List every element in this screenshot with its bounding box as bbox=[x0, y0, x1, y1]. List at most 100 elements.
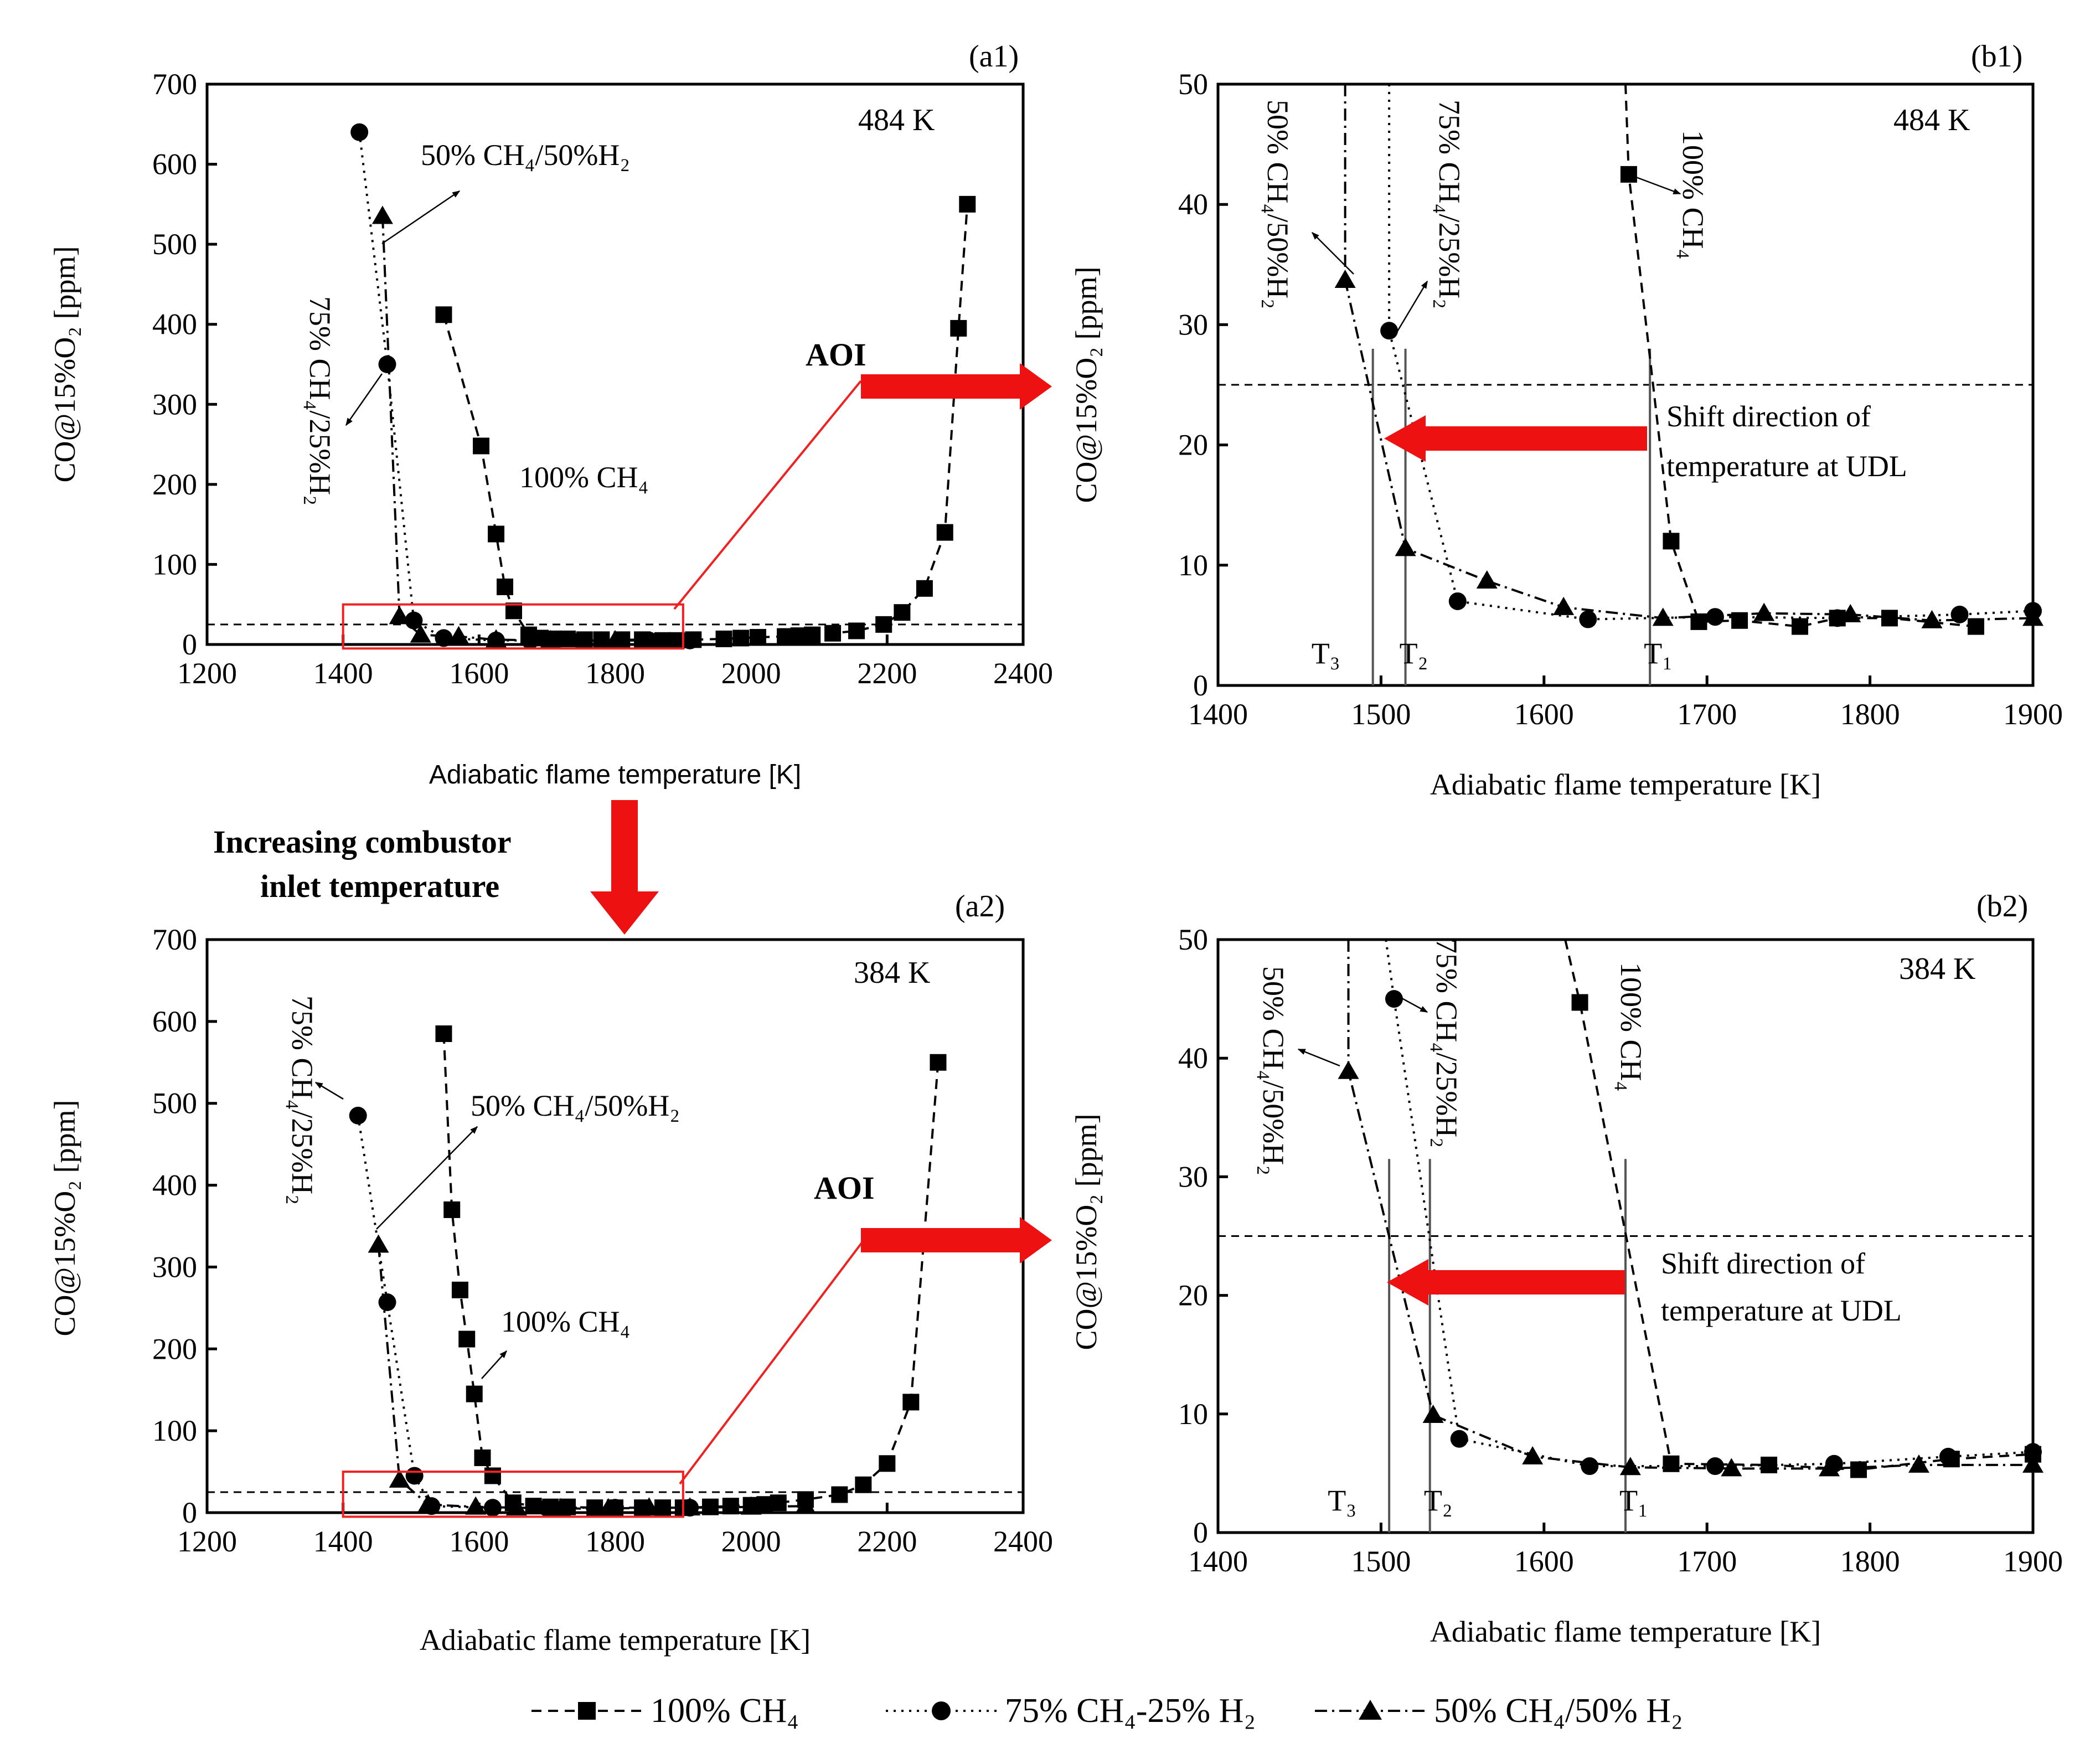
x-axis-title: Adiabatic flame temperature [K] bbox=[420, 1623, 811, 1657]
data-point-s2 bbox=[405, 611, 423, 630]
data-point-s2 bbox=[1450, 1430, 1468, 1448]
x-tick-label: 1500 bbox=[1351, 1545, 1411, 1578]
temperature-marks: T₃ T₂ T₁ bbox=[1312, 348, 1673, 685]
condition-label: 484 K bbox=[858, 103, 935, 137]
aoi-connector bbox=[673, 380, 862, 610]
data-point-s3 bbox=[1522, 1446, 1544, 1464]
data-point-s3 bbox=[597, 1498, 619, 1517]
data-point-s1 bbox=[804, 626, 821, 643]
data-point-s3 bbox=[1840, 604, 1861, 622]
annotation-75-h2: 75% CH₄/25%H₂ bbox=[1433, 100, 1466, 309]
condition-label: 484 K bbox=[1893, 103, 1970, 137]
data-point-s1 bbox=[1663, 1455, 1680, 1472]
data-point-s2 bbox=[405, 1467, 424, 1485]
pointer bbox=[345, 373, 383, 426]
data-point-s3 bbox=[1721, 1458, 1742, 1477]
legend-label: 50% CH₄/50% H₂ bbox=[1434, 1692, 1683, 1730]
data-point-s1 bbox=[894, 604, 911, 621]
data-point-s3 bbox=[1553, 596, 1575, 615]
data-point-s3 bbox=[1619, 1457, 1641, 1476]
aoi-box bbox=[342, 1471, 684, 1518]
temperature-label: T₂ bbox=[1400, 637, 1428, 670]
y-tick-label: 400 bbox=[152, 308, 197, 341]
y-tick-label: 0 bbox=[1193, 669, 1208, 702]
x-tick-label: 2000 bbox=[721, 1525, 781, 1558]
y-ticks: 0 10 20 30 40 50 bbox=[1178, 68, 1228, 702]
data-point-s3 bbox=[505, 1497, 527, 1516]
data-point-s1 bbox=[848, 622, 865, 639]
legend-label: 75% CH₄-25% H₂ bbox=[1005, 1692, 1256, 1730]
annotation-50-h2: 50% CH₄/50%H₂ bbox=[1261, 100, 1294, 309]
x-tick-label: 1400 bbox=[313, 1525, 373, 1558]
data-point-s3 bbox=[465, 1496, 487, 1515]
x-ticks: 1200 1400 1600 1800 2000 2200 2400 bbox=[177, 635, 1053, 690]
data-point-s3 bbox=[486, 629, 507, 648]
y-tick-label: 100 bbox=[152, 548, 197, 581]
y-tick-label: 100 bbox=[152, 1414, 197, 1447]
data-point-s1 bbox=[458, 1330, 476, 1348]
panel-b1: (b1) 484 K Adiabatic flame temperature [… bbox=[1070, 39, 2063, 801]
aoi-label: AOI bbox=[806, 337, 866, 373]
x-tick-label: 2400 bbox=[993, 1525, 1053, 1558]
x-tick-label: 1600 bbox=[1514, 698, 1574, 731]
data-point-s3 bbox=[1908, 1454, 1929, 1473]
data-point-s1 bbox=[902, 1394, 920, 1411]
series-line-s1 bbox=[442, 204, 969, 642]
x-tick-label: 1600 bbox=[449, 657, 509, 690]
data-point-s1 bbox=[959, 195, 976, 213]
data-point-s2 bbox=[350, 123, 369, 141]
shift-text-line1: Shift direction of bbox=[1666, 400, 1871, 433]
data-point-s3 bbox=[2022, 607, 2043, 626]
data-point-s1 bbox=[824, 625, 842, 642]
data-point-s1 bbox=[770, 1494, 787, 1512]
temperature-label: T₁ bbox=[1644, 637, 1673, 670]
annotation-50-h2: 50% CH₄/50%H₂ bbox=[421, 138, 630, 172]
y-tick-label: 50 bbox=[1178, 68, 1208, 101]
shift-text-line2: temperature at UDL bbox=[1661, 1294, 1902, 1327]
data-point-s3 bbox=[540, 630, 561, 648]
series-line-s3 bbox=[381, 216, 683, 642]
data-point-s3 bbox=[448, 626, 469, 644]
data-point-s1 bbox=[1967, 618, 1984, 635]
data-point-s1 bbox=[722, 1498, 739, 1515]
data-point-s2 bbox=[1579, 610, 1597, 628]
data-point-s1 bbox=[936, 524, 953, 541]
annotation-100-ch4: 100% CH₄ bbox=[519, 461, 648, 494]
y-tick-label: 40 bbox=[1178, 188, 1208, 221]
y-ticks: 0 100 200 300 400 500 600 700 bbox=[152, 923, 217, 1529]
annotation-100-ch4: 100% CH₄ bbox=[1676, 130, 1710, 259]
y-tick-label: 500 bbox=[152, 228, 197, 261]
panel-a2: (a2) 384 K Adiabatic flame temperature [… bbox=[48, 889, 1053, 1657]
x-tick-label: 1700 bbox=[1677, 1545, 1737, 1578]
y-tick-label: 600 bbox=[152, 1005, 197, 1038]
data-point-s2 bbox=[378, 1293, 396, 1312]
annotation-100-ch4: 100% CH₄ bbox=[501, 1305, 630, 1338]
right-red-arrow bbox=[861, 363, 1052, 410]
series-layer bbox=[349, 1025, 947, 1517]
increasing-text-line2: inlet temperature bbox=[260, 868, 499, 904]
shift-text-line1: Shift direction of bbox=[1661, 1247, 1865, 1280]
series-line-s3 bbox=[377, 1245, 806, 1510]
y-axis-title: CO@15%O₂ [ppm] bbox=[48, 1100, 81, 1336]
data-point-s1 bbox=[435, 306, 452, 323]
pointer bbox=[1312, 232, 1354, 275]
pointer bbox=[381, 190, 461, 245]
data-point-s1 bbox=[1571, 994, 1588, 1011]
data-point-s2 bbox=[1939, 1447, 1957, 1466]
legend-item-50-ch4-50-h2: 50% CH₄/50% H₂ bbox=[1315, 1692, 1683, 1730]
down-red-arrow bbox=[590, 800, 659, 935]
legend-marker-circle bbox=[932, 1701, 951, 1720]
data-point-s3 bbox=[389, 1469, 410, 1488]
annotation-50-h2: 50% CH₄/50%H₂ bbox=[1257, 966, 1290, 1175]
x-tick-label: 2400 bbox=[993, 657, 1053, 690]
x-tick-label: 1600 bbox=[1514, 1545, 1574, 1578]
data-point-s3 bbox=[794, 1495, 816, 1514]
x-axis-title: Adiabatic flame temperature [K] bbox=[429, 760, 801, 790]
data-point-s3 bbox=[1753, 602, 1775, 621]
series-line-s2 bbox=[357, 1115, 690, 1509]
data-point-s1 bbox=[916, 580, 933, 597]
data-point-s1 bbox=[879, 1455, 896, 1472]
pointer bbox=[1297, 1048, 1340, 1067]
y-tick-label: 300 bbox=[152, 388, 197, 421]
annotation-75-h2: 75% CH₄/25%H₂ bbox=[286, 996, 319, 1205]
